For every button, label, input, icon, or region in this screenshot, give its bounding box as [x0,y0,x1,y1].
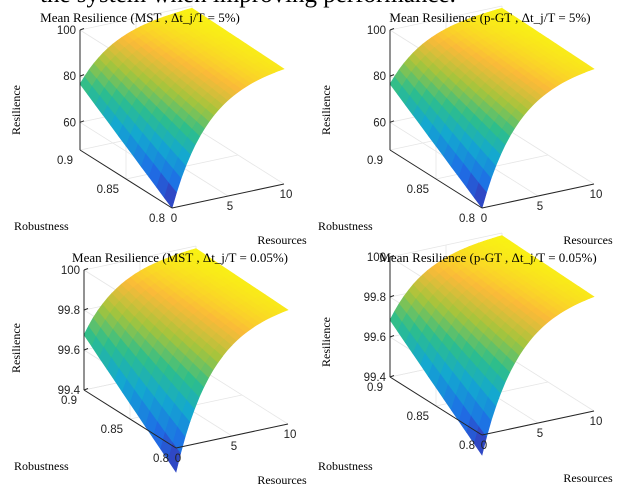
y-tick-label: 0.8 [459,213,475,225]
surface-patch [271,63,285,71]
y-tick-label: 0.8 [153,453,169,465]
x-tick-label: 0 [481,213,487,225]
y-tick-label: 0.9 [367,382,383,394]
z-tick [389,120,395,123]
surface [389,7,595,209]
y-axis-label: Robustness [318,459,373,473]
z-tick [389,255,395,258]
z-tick-label: 100 [61,265,80,277]
z-tick-label: 99.4 [364,372,387,384]
y-tick-label: 0.9 [57,155,73,167]
plot-title: Mean Resilience (p-GT , Δt_j/T = 5%) [389,10,590,25]
y-axis [389,376,483,436]
z-axis-label: Resilience [9,323,23,373]
y-tick-label: 0.8 [149,213,165,225]
x-tick-label: 5 [227,201,233,213]
z-tick-label: 99.4 [58,385,81,397]
z-tick-label: 80 [63,71,76,83]
z-tick-label: 99.6 [58,345,80,357]
x-axis [175,423,289,449]
x-tick-label: 5 [537,201,543,213]
surface [389,235,595,456]
z-tick-label: 100 [57,25,76,37]
y-axis-label: Robustness [318,219,373,233]
z-tick-label: 100 [367,252,386,264]
y-tick-label: 0.9 [61,395,77,407]
z-tick-label: 99.8 [58,305,80,317]
surface-plot-3: 99.4 99.6 99.8 100 0.8 0.85 0.9 0 5 10 Mean Resili… [9,245,307,486]
z-tick [83,348,89,351]
y-axis-label: Robustness [14,459,69,473]
x-axis-label: Resources [563,233,613,247]
surface-patch [581,291,595,299]
x-tick-label: 0 [481,440,487,452]
surface [83,248,289,473]
x-axis-label: Resources [257,233,307,247]
x-tick-label: 5 [231,441,237,453]
surface-plot-4: 99.4 99.6 99.8 100 0.8 0.85 0.9 0 5 10 Mean Resili… [318,232,613,485]
z-tick [389,295,395,298]
surface-patch [581,63,595,71]
axes: 99.4 99.6 99.8 100 0.8 0.85 0.9 0 5 10 [58,265,297,465]
z-tick-label: 99.8 [364,292,386,304]
y-tick-label: 0.85 [407,411,429,423]
z-tick [389,375,395,378]
y-axis-label: Robustness [14,219,69,233]
caption-text: the system when improving performance. [40,0,456,8]
z-tick [83,268,89,271]
x-tick-label: 10 [590,416,603,428]
x-tick-label: 0 [175,453,181,465]
z-tick-label: 100 [367,25,386,37]
z-tick [389,28,395,31]
surface-plot-2: 60 80 100 0.8 0.85 0.9 0 5 10 Mean Resilience (p-… [318,5,613,247]
y-tick-label: 0.85 [407,184,429,196]
x-tick-label: 5 [537,428,543,440]
y-tick-label: 0.85 [101,424,123,436]
surface [79,7,285,209]
axes: 99.4 99.6 99.8 100 0.8 0.85 0.9 0 5 10 [364,252,603,452]
plot-title: Mean Resilience (p-GT , Δt_j/T = 0.05%) [379,250,596,265]
y-tick-label: 0.8 [459,440,475,452]
x-tick-label: 0 [171,213,177,225]
z-tick [83,308,89,311]
x-tick-label: 10 [280,189,293,201]
x-axis [481,410,595,436]
surface-patch [275,304,289,313]
z-tick-label: 80 [373,71,386,83]
z-tick [83,388,89,391]
x-tick-label: 10 [284,429,297,441]
x-axis [171,183,285,209]
surface-plot-1: 60 80 100 0.8 0.85 0.9 0 5 10 Mean Resilience (MS… [9,5,307,247]
plot-title: Mean Resilience (MST , Δt_j/T = 0.05%) [72,250,288,265]
z-tick [389,74,395,77]
x-tick-label: 10 [590,189,603,201]
z-tick [79,28,85,31]
z-tick [79,74,85,77]
y-tick-label: 0.9 [367,155,383,167]
axes: 60 80 100 0.8 0.85 0.9 0 5 10 [57,25,293,225]
z-tick [79,120,85,123]
y-tick-label: 0.85 [97,184,119,196]
z-axis-label: Resilience [319,317,333,367]
plot-title: Mean Resilience (MST , Δt_j/T = 5%) [40,10,240,25]
x-axis-label: Resources [563,471,613,485]
x-axis-label: Resources [257,473,307,486]
z-tick-label: 60 [373,117,386,129]
y-axis [389,149,483,209]
z-tick-label: 99.6 [364,332,386,344]
x-axis [481,183,595,209]
z-tick-label: 60 [63,117,76,129]
z-tick [389,335,395,338]
z-axis-label: Resilience [319,85,333,135]
axes: 60 80 100 0.8 0.85 0.9 0 5 10 [367,25,603,225]
y-axis [79,149,173,209]
y-axis [83,389,177,449]
z-axis-label: Resilience [9,85,23,135]
